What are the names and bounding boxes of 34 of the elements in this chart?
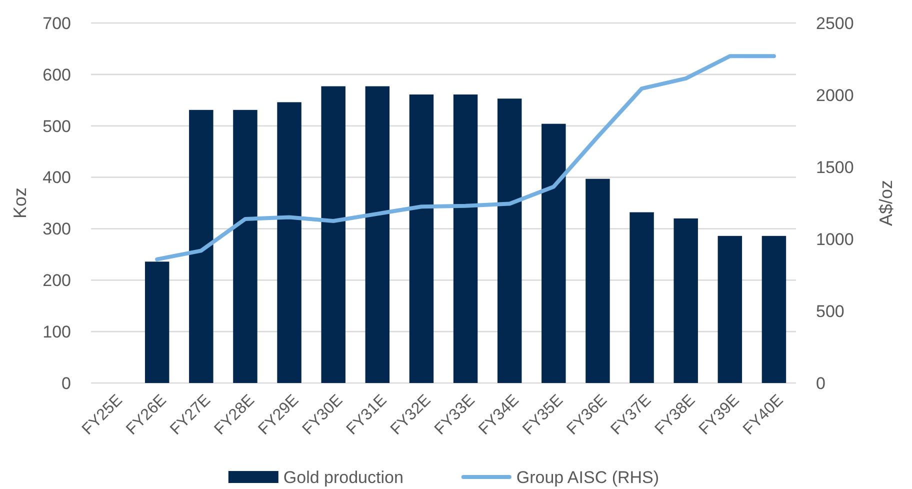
bar bbox=[409, 94, 434, 383]
bar bbox=[321, 86, 346, 383]
y-tick-label: 700 bbox=[42, 14, 71, 33]
bar bbox=[453, 94, 478, 383]
bar bbox=[497, 98, 522, 383]
bar bbox=[277, 102, 302, 383]
bar bbox=[189, 110, 214, 383]
bar bbox=[630, 212, 654, 383]
y-tick-label: 600 bbox=[42, 65, 71, 84]
y-tick-label: 200 bbox=[42, 271, 71, 290]
y2-axis-title: A$/oz bbox=[876, 180, 896, 226]
line-series bbox=[155, 54, 776, 262]
y-tick-label: 100 bbox=[42, 322, 71, 342]
y-axis-title: Koz bbox=[10, 187, 30, 219]
bar bbox=[144, 262, 170, 383]
y-tick-label: 400 bbox=[42, 168, 71, 188]
bar bbox=[762, 236, 786, 383]
bar bbox=[586, 178, 610, 383]
bar bbox=[233, 110, 258, 383]
y2-tick-label: 2000 bbox=[816, 86, 854, 105]
y-tick-label: 0 bbox=[62, 374, 71, 393]
y2-tick-label: 1500 bbox=[816, 158, 854, 177]
legend-label: Group AISC (RHS) bbox=[516, 468, 660, 487]
legend-label: Gold production bbox=[283, 468, 404, 487]
bar bbox=[718, 236, 742, 383]
y2-tick-label: 0 bbox=[816, 374, 826, 393]
y-tick-label: 500 bbox=[42, 116, 71, 136]
bar bbox=[365, 86, 390, 383]
y2-tick-label: 2500 bbox=[816, 14, 854, 33]
y2-tick-label: 1000 bbox=[816, 230, 854, 249]
bar bbox=[542, 124, 566, 383]
y-tick-label: 300 bbox=[42, 220, 71, 239]
bar bbox=[674, 218, 698, 383]
y2-tick-label: 500 bbox=[816, 302, 844, 321]
